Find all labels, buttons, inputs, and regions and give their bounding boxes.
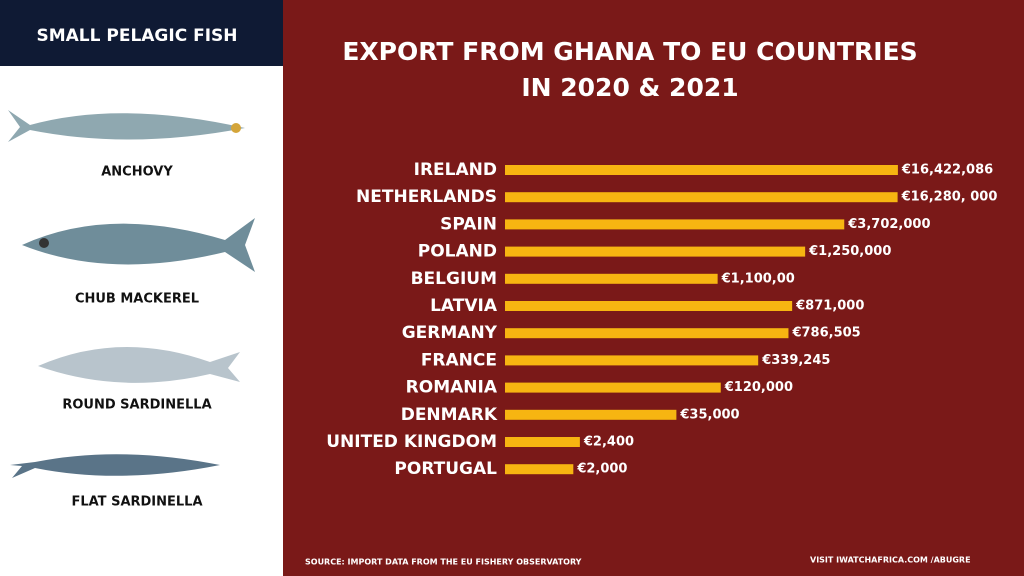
value-label: €3,702,000 [847, 217, 930, 232]
category-label: POLAND [418, 242, 497, 262]
fish-label: CHUB MACKEREL [75, 292, 199, 307]
fish-label: ROUND SARDINELLA [62, 398, 211, 413]
category-label: LATVIA [430, 296, 498, 316]
bar [505, 328, 789, 339]
value-label: €1,250,000 [808, 244, 891, 259]
value-label: €35,000 [679, 407, 739, 422]
value-label: €16,280, 000 [901, 190, 998, 205]
bar [505, 301, 793, 311]
fish-label: ANCHOVY [101, 165, 173, 180]
value-label: €786,505 [791, 326, 860, 341]
bar [505, 355, 759, 366]
credit-note: VISIT IWATCHAFRICA.COM /ABUGRE [810, 556, 971, 565]
bar [505, 273, 718, 284]
bar [505, 464, 574, 475]
bar [505, 192, 898, 203]
sidebar-bg [0, 0, 283, 576]
value-label: €1,100,00 [721, 271, 795, 286]
category-label: UNITED KINGDOM [326, 432, 497, 452]
source-note: SOURCE: IMPORT DATA FROM THE EU FISHERY … [305, 558, 582, 567]
category-label: FRANCE [421, 350, 497, 370]
sidebar-title: SMALL PELAGIC FISH [36, 26, 237, 46]
sidebar-header [0, 0, 283, 66]
bar [505, 437, 580, 447]
chart-bg [283, 0, 1024, 576]
fish-label: FLAT SARDINELLA [71, 495, 202, 510]
bar [505, 219, 845, 230]
category-label: PORTUGAL [394, 459, 497, 479]
category-label: DENMARK [401, 405, 498, 425]
category-label: GERMANY [402, 323, 498, 343]
bar [505, 409, 677, 420]
category-label: BELGIUM [411, 269, 497, 289]
category-label: ROMANIA [406, 378, 498, 398]
bar [505, 165, 898, 175]
bar [505, 246, 806, 257]
category-label: SPAIN [440, 214, 497, 234]
value-label: €339,245 [761, 353, 830, 368]
value-label: €871,000 [795, 299, 864, 314]
value-label: €2,400 [583, 435, 634, 450]
fish-illustrations [8, 110, 255, 478]
chart-title: EXPORT FROM GHANA TO EU COUNTRIES IN 202… [342, 37, 918, 102]
bar [505, 382, 721, 393]
value-label: €2,000 [576, 462, 627, 477]
value-label: €16,422,086 [901, 163, 993, 178]
category-label: IRELAND [414, 160, 497, 180]
category-label: NETHERLANDS [356, 187, 497, 207]
value-label: €120,000 [724, 380, 793, 395]
